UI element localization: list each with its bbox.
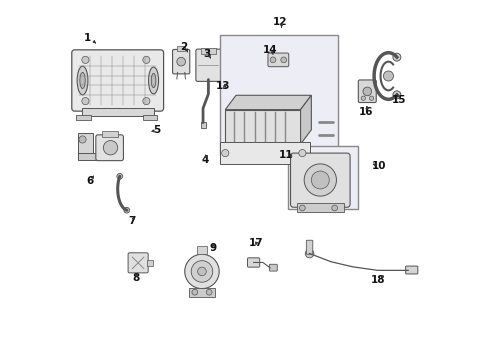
Circle shape [206,289,212,295]
Circle shape [311,171,329,189]
Text: 8: 8 [132,273,139,283]
Bar [147,260,153,266]
FancyBboxPatch shape [291,153,350,207]
FancyBboxPatch shape [72,50,164,111]
Ellipse shape [393,91,401,99]
Circle shape [82,98,89,105]
Bar [143,116,157,120]
Text: 7: 7 [128,216,136,226]
FancyBboxPatch shape [270,264,277,271]
Bar [220,142,310,164]
Ellipse shape [151,73,156,87]
Circle shape [191,261,213,282]
Text: 11: 11 [279,150,294,160]
FancyBboxPatch shape [406,266,418,274]
FancyBboxPatch shape [306,240,313,254]
Circle shape [299,149,306,157]
Bar [297,203,343,212]
Circle shape [103,140,118,155]
Text: 2: 2 [180,42,188,52]
FancyBboxPatch shape [358,80,376,103]
Bar [101,131,118,137]
Circle shape [192,289,197,295]
Text: 3: 3 [204,49,211,59]
Text: 9: 9 [209,243,216,253]
Text: 10: 10 [372,161,387,171]
FancyBboxPatch shape [268,53,289,67]
Polygon shape [300,95,311,144]
FancyBboxPatch shape [196,49,221,81]
Circle shape [332,205,338,211]
Circle shape [82,56,89,63]
Text: 12: 12 [273,17,288,27]
Circle shape [185,254,219,289]
Polygon shape [225,95,311,110]
Bar [76,116,91,120]
FancyBboxPatch shape [128,253,148,273]
Text: 14: 14 [263,45,277,55]
Bar [177,46,186,51]
Circle shape [305,249,314,258]
Circle shape [304,164,337,196]
Circle shape [221,149,229,157]
Circle shape [124,207,130,213]
Ellipse shape [148,67,159,94]
Circle shape [143,98,150,105]
Bar [82,108,153,116]
Circle shape [143,56,150,63]
Text: 15: 15 [392,95,406,105]
Text: 4: 4 [202,155,209,165]
Circle shape [363,87,371,96]
Circle shape [281,57,287,63]
FancyBboxPatch shape [247,258,260,267]
Bar [78,153,98,160]
Circle shape [79,136,86,143]
Ellipse shape [77,66,88,95]
Circle shape [177,57,186,66]
Circle shape [117,174,122,179]
Circle shape [383,71,393,81]
Text: 13: 13 [216,81,230,91]
Polygon shape [225,110,300,144]
Bar [288,146,358,209]
FancyBboxPatch shape [172,49,190,74]
Bar [200,48,208,54]
FancyBboxPatch shape [96,135,123,161]
Bar [78,134,93,155]
Circle shape [197,267,206,276]
Text: 1: 1 [84,33,91,43]
Bar [190,288,215,297]
Bar [196,246,207,254]
Circle shape [270,57,276,63]
Bar [209,48,216,54]
Ellipse shape [80,72,85,89]
Text: 16: 16 [359,107,373,117]
Ellipse shape [393,53,401,61]
Circle shape [369,96,374,100]
Text: 17: 17 [248,238,263,248]
Circle shape [299,205,305,211]
Circle shape [361,96,366,100]
Bar [220,35,338,155]
Bar [200,122,206,128]
Text: 18: 18 [370,275,385,285]
Text: 6: 6 [86,176,94,186]
Text: 5: 5 [153,125,161,135]
